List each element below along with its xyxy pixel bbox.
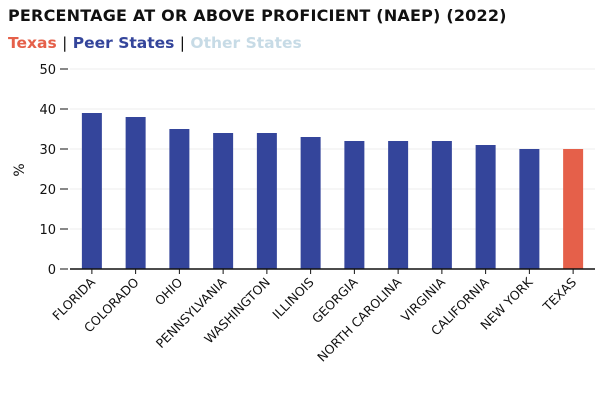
y-axis-label: % [12, 163, 28, 176]
x-tick-label-north-carolina: NORTH CAROLINA [314, 274, 404, 364]
bar-colorado [125, 117, 146, 269]
y-tick-label-40: 40 [39, 103, 56, 118]
bar-pennsylvania [213, 133, 234, 269]
bar-california [475, 145, 496, 269]
legend: Texas | Peer States | Other States [8, 34, 302, 52]
y-tick-label-30: 30 [39, 143, 56, 158]
bar-new-york [519, 149, 540, 269]
x-tick-label-texas: TEXAS [539, 274, 579, 314]
y-tick-label-10: 10 [39, 223, 56, 238]
y-tick-label-0: 0 [48, 263, 56, 278]
y-tick-label-50: 50 [39, 63, 56, 78]
legend-separator-1: | [62, 34, 68, 52]
bar-texas [563, 149, 584, 269]
legend-other-states: Other States [190, 34, 302, 52]
bar-georgia [344, 141, 365, 269]
legend-texas: Texas [8, 34, 57, 52]
y-tick-label-20: 20 [39, 183, 56, 198]
legend-separator-2: | [179, 34, 186, 52]
bar-washington [256, 133, 277, 269]
legend-peer-states: Peer States [72, 34, 175, 52]
chart-title: PERCENTAGE AT OR ABOVE PROFICIENT (NAEP)… [8, 6, 507, 25]
bar-virginia [431, 141, 452, 269]
bar-north-carolina [388, 141, 409, 269]
bar-illinois [300, 137, 321, 269]
bar-florida [81, 113, 102, 269]
bar-ohio [169, 129, 190, 269]
x-tick-label-ohio: OHIO [152, 274, 186, 308]
